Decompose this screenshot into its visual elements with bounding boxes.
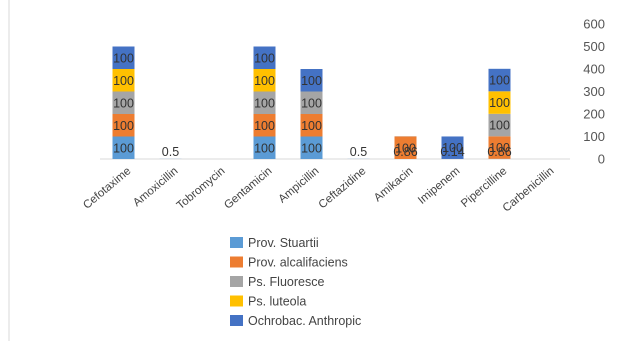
- bar-segment: [488, 68, 511, 92]
- data-label: 100: [113, 119, 134, 133]
- bar-segment: [300, 91, 323, 114]
- bar-segment: [253, 114, 276, 137]
- data-label: 100: [301, 74, 322, 88]
- data-label: 0.86: [393, 145, 417, 159]
- bar-segment: [253, 69, 276, 92]
- bar-segment: [394, 136, 417, 159]
- data-label: 100: [254, 119, 275, 133]
- y-tick-label: 300: [583, 84, 605, 99]
- legend-swatch: [230, 276, 243, 287]
- data-label: 0.86: [487, 145, 511, 159]
- bar-segment: [253, 91, 276, 114]
- bar-segment: [300, 69, 323, 92]
- data-label: 0.14: [440, 145, 464, 159]
- bar-segment: [112, 136, 135, 159]
- data-label: 100: [113, 96, 134, 110]
- data-label: 100: [113, 74, 134, 88]
- category-labels: CefotaximeAmoxicillinTobromycinGentamici…: [81, 165, 556, 214]
- legend-label: Ps. luteola: [248, 295, 306, 309]
- bar-segment: [253, 46, 276, 69]
- data-label: 100: [254, 51, 275, 65]
- bar-segment: [112, 69, 135, 92]
- data-labels: 100 100 100 100 100 0.5 100 100 100 100 100 100 100 1…: [113, 51, 512, 159]
- bar-segment: [112, 91, 135, 114]
- category-label: Ceftazidine: [317, 165, 369, 211]
- data-label: 100: [395, 141, 416, 155]
- legend-label: Ochrobac. Anthropic: [248, 314, 361, 328]
- data-label: 100: [489, 96, 510, 110]
- category-label: Carbenicillin: [501, 165, 557, 214]
- legend-label: Prov. alcalifaciens: [248, 256, 348, 270]
- bar-segment: [488, 113, 511, 137]
- bar-segment: [441, 136, 464, 159]
- data-label: 100: [254, 141, 275, 155]
- data-label: 0.5: [162, 145, 179, 159]
- category-label: Amikacin: [372, 165, 415, 204]
- bar-segments: [112, 46, 511, 159]
- y-tick-label: 400: [583, 62, 605, 77]
- data-label: 100: [442, 141, 463, 155]
- bar-segment: [488, 91, 511, 114]
- data-label: 100: [301, 119, 322, 133]
- bar-segment: [300, 136, 323, 159]
- data-label: 100: [301, 96, 322, 110]
- data-label: 100: [254, 96, 275, 110]
- y-tick-label: 500: [583, 39, 605, 54]
- category-label: Cefotaxime: [81, 165, 133, 212]
- category-label: Imipenem: [416, 165, 462, 207]
- bar-segment: [488, 136, 511, 159]
- data-label: 100: [301, 141, 322, 155]
- y-tick-label: 600: [583, 17, 605, 32]
- bar-segment: [300, 114, 323, 137]
- legend-swatch: [230, 295, 243, 307]
- category-label: Tobromycin: [175, 165, 228, 212]
- legend-label: Ps. Fluoresce: [248, 275, 324, 289]
- data-label: 100: [489, 141, 510, 155]
- y-tick-label: 200: [583, 107, 605, 122]
- bar-segment: [253, 136, 276, 159]
- bar-segment: [112, 46, 135, 69]
- data-label: 100: [113, 51, 134, 65]
- bar-segment: [112, 114, 135, 137]
- legend-label: Prov. Stuartii: [248, 236, 319, 250]
- data-label: 100: [489, 74, 510, 88]
- data-label: 100: [113, 141, 134, 155]
- legend-swatch: [230, 237, 243, 248]
- category-label: Amoxicillin: [131, 165, 180, 209]
- data-label: 100: [254, 74, 275, 88]
- legend: Prov. Stuartii Prov. alcalifaciens Ps. Flu…: [230, 236, 361, 328]
- category-label: Ampicillin: [277, 165, 322, 205]
- legend-swatch: [230, 256, 243, 268]
- y-tick-label: 100: [583, 129, 605, 144]
- legend-swatch: [230, 315, 243, 326]
- data-label: 0.5: [350, 145, 367, 159]
- data-label: 100: [489, 119, 510, 133]
- y-tick-label: 0: [598, 152, 605, 167]
- y-axis-ticks: 0 100 200 300 400 500 600: [583, 17, 605, 167]
- category-label: Gentamicin: [222, 165, 274, 212]
